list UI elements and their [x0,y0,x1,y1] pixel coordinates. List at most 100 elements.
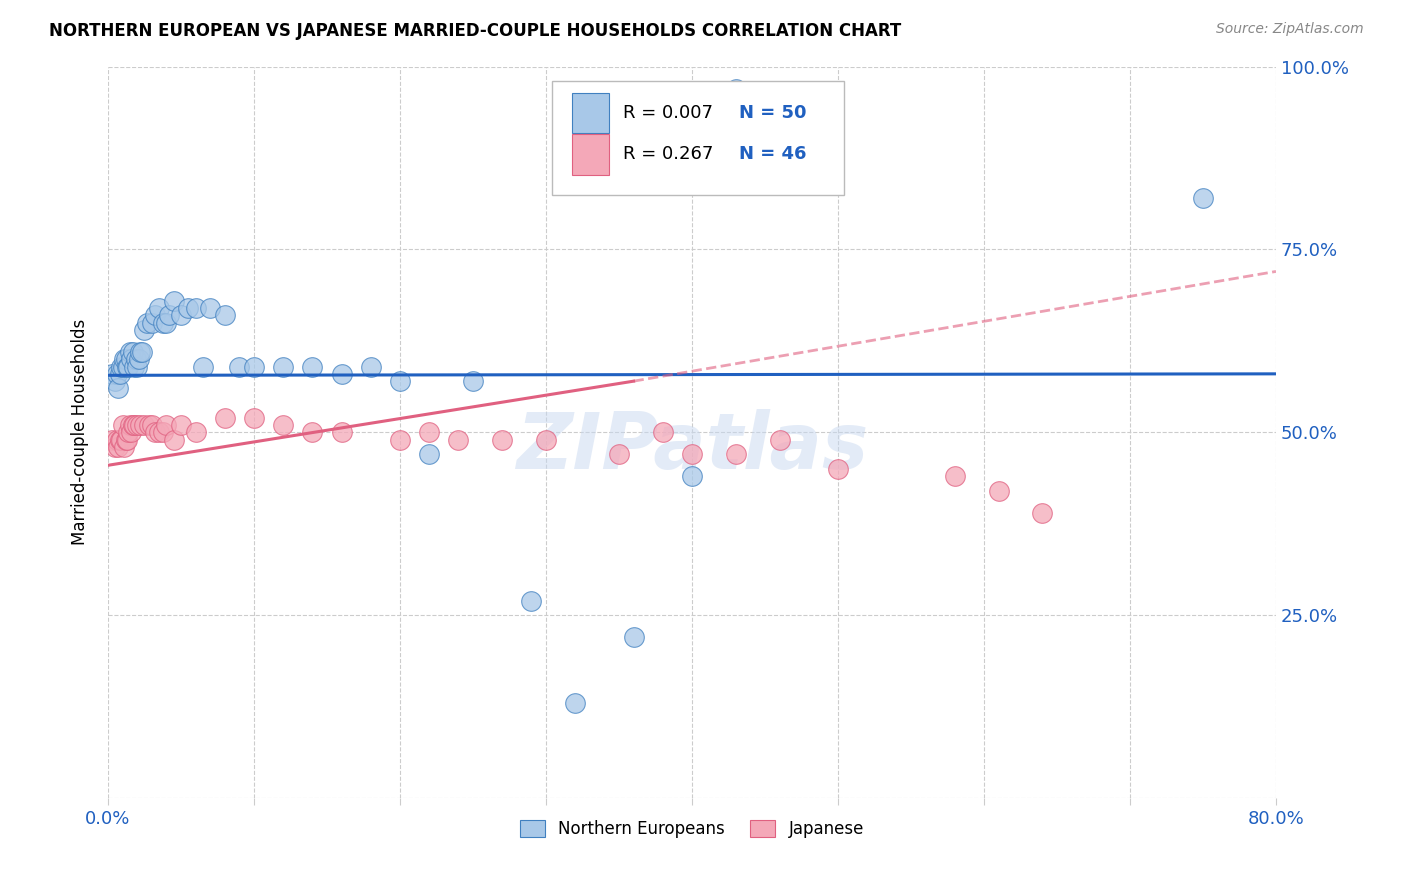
Point [198,301,221,315]
Point [129,418,152,433]
Point [461,374,484,388]
Point [136,316,159,330]
Point [131,345,153,359]
Point [101,433,124,447]
Text: N = 50: N = 50 [738,103,806,121]
Point [121,418,143,433]
Point [724,447,747,461]
Point [101,367,124,381]
Point [520,593,543,607]
Point [117,359,139,374]
Point [104,374,127,388]
Point [108,433,131,447]
Point [127,359,149,374]
Point [491,433,513,447]
Point [148,301,170,315]
Legend: Northern Europeans, Japanese: Northern Europeans, Japanese [513,814,870,845]
Point [360,359,382,374]
Point [388,374,411,388]
Point [110,359,132,374]
Point [243,410,266,425]
Point [827,462,849,476]
Point [184,425,207,440]
Point [125,352,148,367]
Point [170,418,193,433]
Point [114,433,136,447]
Text: R = 0.267: R = 0.267 [623,145,713,163]
Point [115,433,138,447]
Point [141,418,163,433]
Point [177,301,200,315]
Point [115,359,138,374]
Point [107,440,129,454]
Point [301,359,323,374]
Point [534,433,557,447]
Point [155,316,177,330]
Point [122,418,145,433]
Text: ZIPatlas: ZIPatlas [516,409,868,485]
Text: R = 0.007: R = 0.007 [623,103,713,121]
Point [943,469,966,483]
Point [1192,191,1215,205]
Point [651,425,673,440]
Point [152,425,174,440]
Point [163,293,186,308]
Point [768,433,790,447]
Point [155,418,177,433]
Point [214,309,236,323]
Point [271,359,294,374]
Point [127,418,149,433]
Point [724,81,747,95]
Point [134,418,156,433]
Point [330,425,353,440]
Point [418,425,440,440]
FancyBboxPatch shape [551,81,844,194]
Point [301,425,323,440]
Point [118,345,141,359]
Point [114,352,136,367]
Point [157,309,180,323]
Point [170,309,193,323]
Point [112,440,135,454]
Bar [572,93,609,133]
Point [129,345,152,359]
Point [128,352,150,367]
Point [447,433,470,447]
Point [117,425,139,440]
Point [138,418,160,433]
Point [418,447,440,461]
Point [271,418,294,433]
Point [121,345,143,359]
Point [330,367,353,381]
Point [163,433,186,447]
Point [184,301,207,315]
Point [214,410,236,425]
Point [607,447,630,461]
Point [152,316,174,330]
Point [105,433,128,447]
Point [143,425,166,440]
Bar [572,135,609,175]
Point [134,323,156,337]
Point [122,359,145,374]
Point [118,418,141,433]
Point [1031,506,1053,520]
Point [564,696,586,710]
Point [148,425,170,440]
Point [623,630,645,644]
Point [120,352,142,367]
Point [388,433,411,447]
Point [681,469,703,483]
Point [108,367,131,381]
Point [104,440,127,454]
Point [141,316,163,330]
Text: NORTHERN EUROPEAN VS JAPANESE MARRIED-COUPLE HOUSEHOLDS CORRELATION CHART: NORTHERN EUROPEAN VS JAPANESE MARRIED-CO… [49,22,901,40]
Point [111,418,134,433]
Point [107,382,129,396]
Point [112,352,135,367]
Point [105,367,128,381]
Text: N = 46: N = 46 [738,145,806,163]
Point [143,309,166,323]
Point [111,359,134,374]
Y-axis label: Married-couple Households: Married-couple Households [72,319,89,546]
